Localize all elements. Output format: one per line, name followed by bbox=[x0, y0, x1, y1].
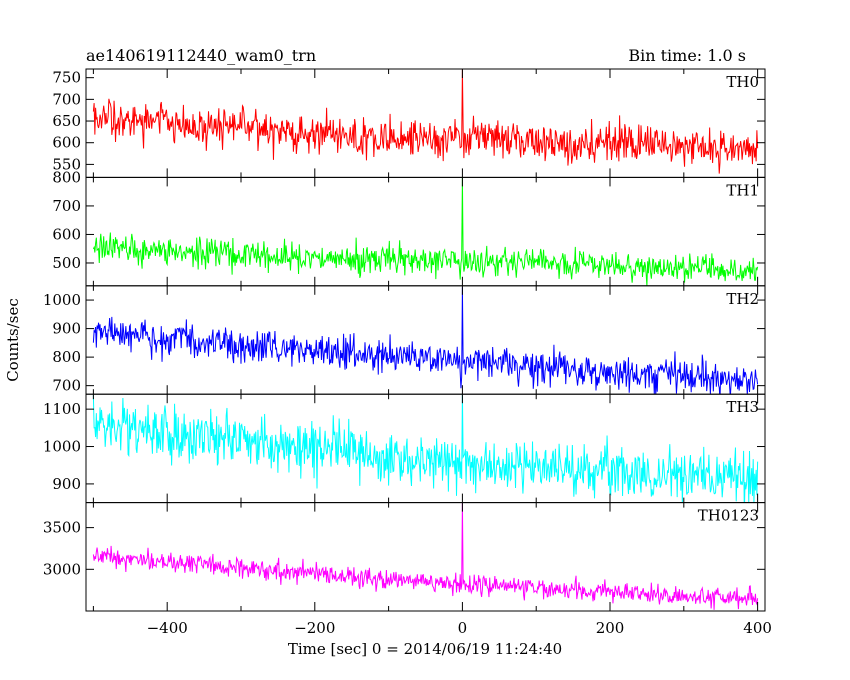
x-tick-label: 400 bbox=[743, 619, 772, 637]
panel-frame bbox=[85, 393, 766, 504]
y-tick-label: 1100 bbox=[43, 400, 81, 418]
y-tick-label: 750 bbox=[52, 69, 81, 87]
series-line-th1 bbox=[92, 177, 759, 286]
panel-label: TH1 bbox=[726, 181, 759, 199]
panel-th0123: 3000 3500 TH0123 bbox=[43, 502, 766, 612]
series-line-th0 bbox=[92, 69, 759, 174]
y-tick-label: 700 bbox=[52, 377, 81, 395]
panel-label: TH0123 bbox=[698, 507, 759, 525]
y-tick-label: 600 bbox=[52, 225, 81, 243]
panel-frame bbox=[85, 502, 766, 612]
y-tick-label: 1000 bbox=[43, 438, 81, 456]
x-tick-label: 200 bbox=[596, 619, 625, 637]
y-tick-label: 700 bbox=[52, 90, 81, 108]
bin-time-label: Bin time: 1.0 s bbox=[628, 46, 746, 65]
y-tick-label: 3000 bbox=[43, 560, 81, 578]
y-axis-label: Counts/sec bbox=[4, 298, 22, 382]
panel-label: TH0 bbox=[726, 73, 759, 91]
y-tick-label: 800 bbox=[52, 348, 81, 366]
panel-th0: 550 600 650 700 750 TH0 bbox=[52, 68, 766, 178]
panel-label: TH2 bbox=[726, 290, 759, 308]
y-tick-label: 600 bbox=[52, 134, 81, 152]
y-tick-label: 3500 bbox=[43, 519, 81, 537]
y-tick-label: 650 bbox=[52, 112, 81, 130]
x-axis: −400 −200 0 200 400 bbox=[147, 619, 772, 637]
y-tick-label: 900 bbox=[52, 475, 81, 493]
y-tick-label: 550 bbox=[52, 155, 81, 173]
x-tick-label: −400 bbox=[147, 619, 188, 637]
y-tick-label: 1000 bbox=[43, 291, 81, 309]
y-tick-label: 500 bbox=[52, 254, 81, 272]
x-tick-label: −200 bbox=[294, 619, 335, 637]
panels-group: 550 600 650 700 750 TH0 500 600 700 800 TH1 700 800 9… bbox=[43, 68, 766, 612]
x-axis-label: Time [sec] 0 = 2014/06/19 11:24:40 bbox=[288, 640, 562, 658]
panel-label: TH3 bbox=[726, 398, 759, 416]
series-line-th3 bbox=[92, 394, 759, 503]
panel-th1: 500 600 700 800 TH1 bbox=[52, 168, 766, 287]
series-line-th0123 bbox=[92, 502, 759, 610]
chart-title: ae140619112440_wam0_trn bbox=[86, 46, 316, 65]
y-tick-label: 700 bbox=[52, 197, 81, 215]
panel-th3: 900 1000 1100 TH3 bbox=[43, 393, 766, 504]
series-line-th2 bbox=[92, 287, 759, 395]
y-tick-label: 800 bbox=[52, 168, 81, 186]
y-tick-label: 900 bbox=[52, 320, 81, 338]
panel-th2: 700 800 900 1000 TH2 bbox=[43, 285, 766, 395]
x-tick-label: 0 bbox=[458, 619, 468, 637]
